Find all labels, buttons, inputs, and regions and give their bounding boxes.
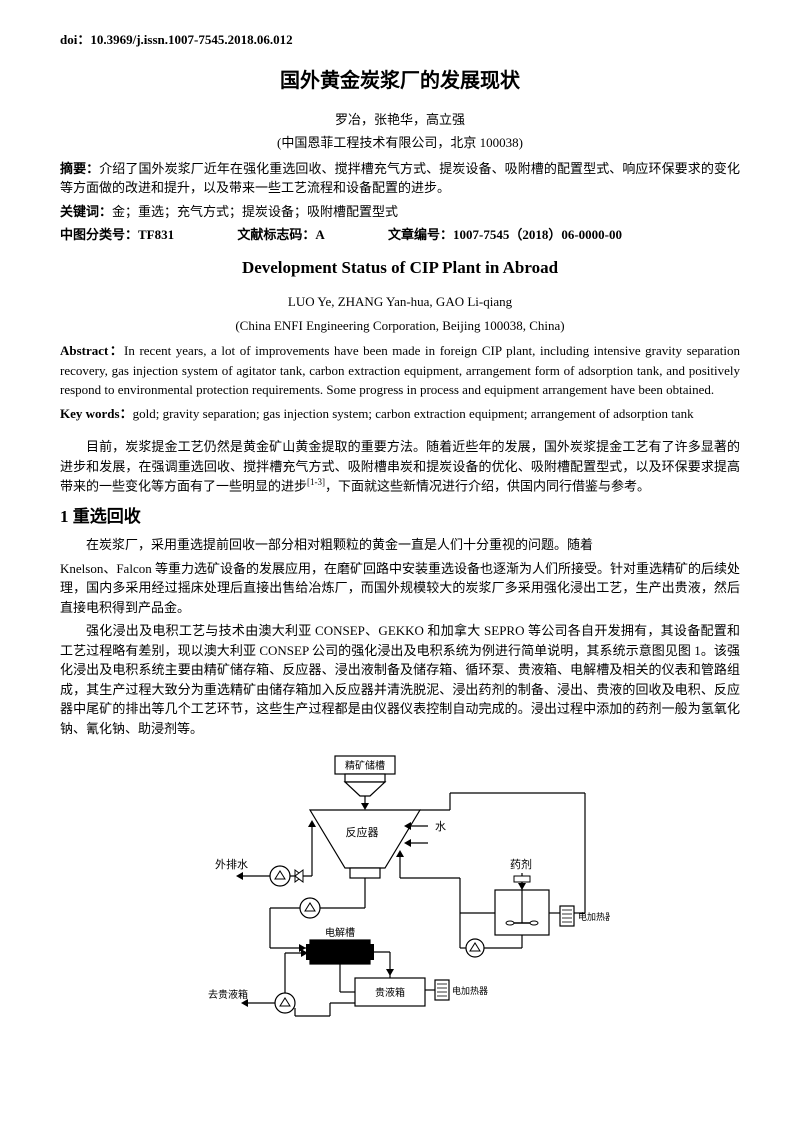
authors-chinese: 罗冶，张艳华，高立强 <box>60 110 740 130</box>
pregnant-tank-label: 贵液箱 <box>375 986 405 999</box>
classification-line: 中图分类号：TF831 文献标志码：A 文章编号：1007-7545（2018）… <box>60 225 740 245</box>
document-code: 文献标志码：A <box>237 225 324 245</box>
affiliation-chinese: (中国恩菲工程技术有限公司，北京 100038) <box>60 133 740 153</box>
heater-1-icon: 电加热器 <box>549 906 610 926</box>
section-1-para-2: 强化浸出及电积工艺与技术由澳大利亚 CONSEP、GEKKO 和加拿大 SEPR… <box>60 621 740 738</box>
water-label: 水 <box>435 820 446 833</box>
heater-2-icon: 电加热器 <box>425 980 488 1000</box>
heater-2-label: 电加热器 <box>452 985 488 996</box>
keywords-cn-text: 金；重选；充气方式；提炭设备；吸附槽配置型式 <box>112 204 398 219</box>
reagent-tank-icon: 药剂 <box>495 857 549 935</box>
section-1-para-1: 在炭浆厂，采用重选提前回收一部分相对粗颗粒的黄金一直是人们十分重视的问题。随着 <box>60 535 740 555</box>
title-chinese: 国外黄金炭浆厂的发展现状 <box>60 66 740 96</box>
keywords-en-label: Key words： <box>60 406 133 421</box>
keywords-cn-label: 关键词： <box>60 204 112 219</box>
reactor-label: 反应器 <box>346 825 379 839</box>
electrolytic-cell-icon: 电解槽 <box>270 926 374 964</box>
abstract-english: Abstract：In recent years, a lot of impro… <box>60 341 740 400</box>
title-english: Development Status of CIP Plant in Abroa… <box>60 255 740 281</box>
electrolytic-label: 电解槽 <box>325 926 355 939</box>
section-1-para-1a: 在炭浆厂，采用重选提前回收一部分相对粗颗粒的黄金一直是人们十分重视的问题。随着 <box>86 537 593 552</box>
classification-number: 中图分类号：TF831 <box>60 225 174 245</box>
feed-tank-label: 精矿储槽 <box>345 759 385 772</box>
reagent-label: 药剂 <box>510 857 532 871</box>
doi-line: doi：10.3969/j.issn.1007-7545.2018.06.012 <box>60 30 740 50</box>
to-preg-label: 去贵液箱 <box>208 988 248 1001</box>
article-number: 文章编号：1007-7545（2018）06-0000-00 <box>388 225 622 245</box>
reactor-icon: 反应器 <box>310 810 420 893</box>
keywords-chinese: 关键词：金；重选；充气方式；提炭设备；吸附槽配置型式 <box>60 202 740 222</box>
abstract-cn-text: 介绍了国外炭浆厂近年在强化重选回收、搅拌槽充气方式、提炭设备、吸附槽的配置型式、… <box>60 161 740 196</box>
abstract-en-text: In recent years, a lot of improvements h… <box>60 343 740 397</box>
section-1-para-1b: Knelson、Falcon 等重力选矿设备的发展应用，在磨矿回路中安装重选设备… <box>60 559 740 618</box>
abstract-chinese: 摘要：介绍了国外炭浆厂近年在强化重选回收、搅拌槽充气方式、提炭设备、吸附槽的配置… <box>60 159 740 198</box>
waste-label: 外排水 <box>215 857 248 871</box>
figure-1-diagram: 精矿储槽 反应器 水 <box>190 748 610 1034</box>
section-1-heading: 1 重选回收 <box>60 504 740 530</box>
affiliation-english: (China ENFI Engineering Corporation, Bei… <box>60 316 740 336</box>
intro-reference: [1-3] <box>307 477 325 487</box>
feed-tank-icon: 精矿储槽 <box>335 756 395 810</box>
intro-paragraph: 目前，炭浆提金工艺仍然是黄金矿山黄金提取的重要方法。随着近些年的发展，国外炭浆提… <box>60 437 740 496</box>
abstract-en-label: Abstract： <box>60 343 124 358</box>
authors-english: LUO Ye, ZHANG Yan-hua, GAO Li-qiang <box>60 292 740 312</box>
valve-icons <box>295 870 303 882</box>
abstract-cn-label: 摘要： <box>60 161 99 176</box>
keywords-en-text: gold; gravity separation; gas injection … <box>133 406 694 421</box>
intro-tail: ，下面就这些新情况进行介绍，供国内同行借鉴与参考。 <box>325 478 650 493</box>
water-inlet-icon: 水 <box>404 820 446 847</box>
figure-1-wrap: 精矿储槽 反应器 水 <box>60 748 740 1034</box>
keywords-english: Key words：gold; gravity separation; gas … <box>60 404 740 424</box>
